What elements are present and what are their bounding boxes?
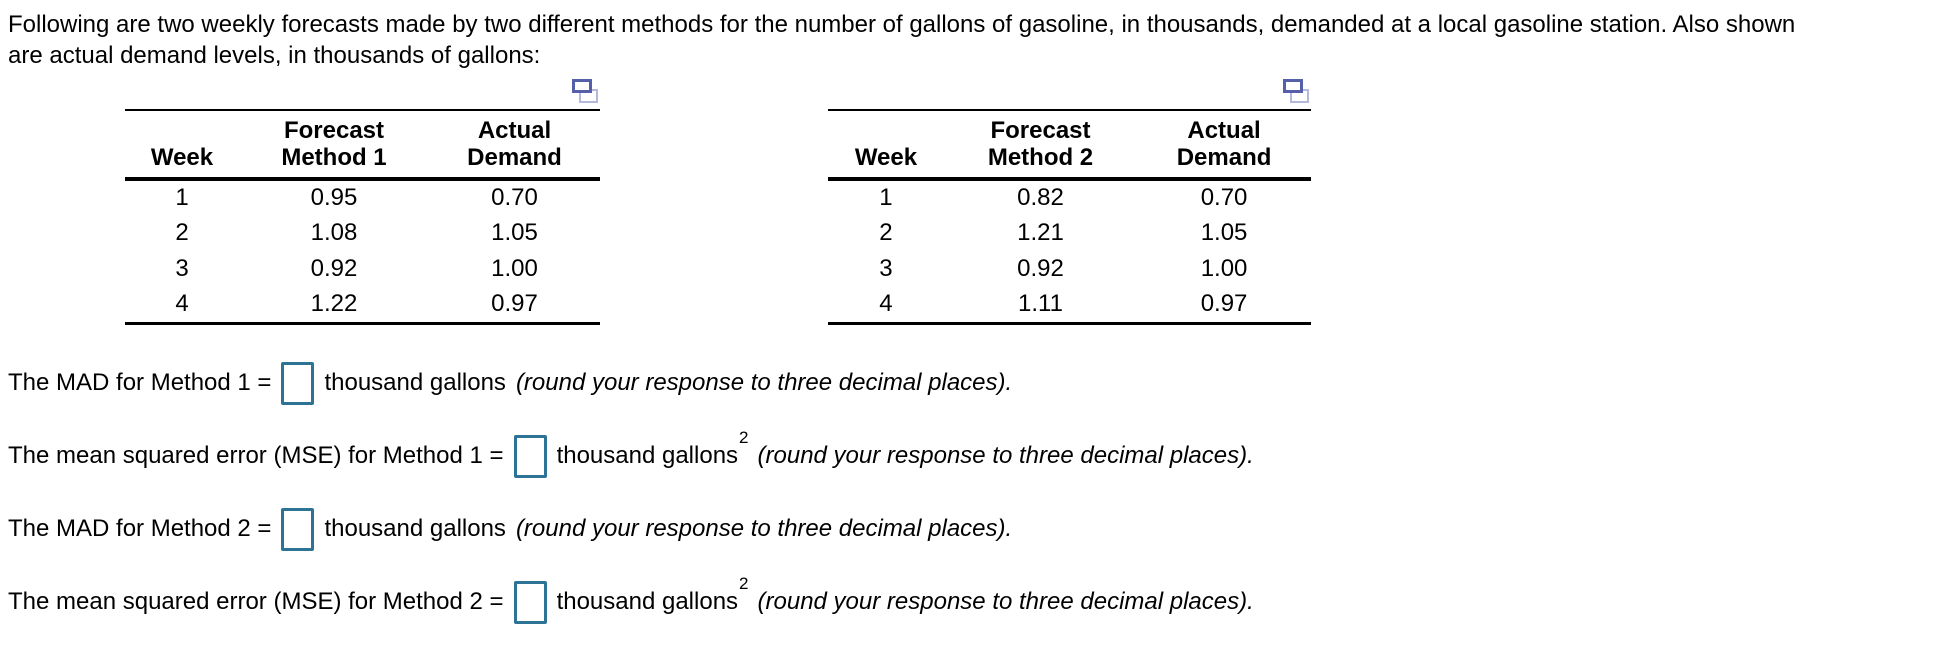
answer-section: The MAD for Method 1 = thousand gallons …	[8, 361, 1946, 624]
table-cell-week: 4	[828, 287, 944, 325]
table1-header-actual: Actual	[429, 109, 600, 144]
mad-method-1-input[interactable]	[281, 361, 315, 405]
table-row: 4 1.22 0.97	[125, 287, 600, 325]
question-note: (round your response to three decimal pl…	[757, 588, 1254, 615]
popout-table-icon[interactable]	[1283, 79, 1309, 103]
question-note: (round your response to three decimal pl…	[515, 369, 1013, 396]
table-cell-actual: 0.97	[1137, 287, 1311, 325]
question-unit: thousand gallons2	[556, 574, 749, 615]
table-cell-forecast: 0.92	[310, 255, 358, 282]
table-cell-week: 1	[175, 184, 189, 211]
table1-header-row-1: Forecast Actual	[125, 109, 600, 144]
table1-header-forecast: Forecast	[239, 109, 429, 144]
table2-header-blank	[828, 109, 944, 144]
mse-method-1-input[interactable]	[513, 434, 547, 478]
question-unit: thousand gallons2	[556, 428, 749, 469]
question-line-mad-method-1: The MAD for Method 1 = thousand gallons …	[8, 361, 1946, 405]
table-cell-forecast: 0.92	[1017, 255, 1064, 282]
question-intro: Following are two weekly forecasts made …	[8, 9, 1946, 71]
unit-superscript: 2	[739, 574, 749, 593]
forecast-table-method-1: Forecast Actual Week Method 1 Demand 1 0…	[125, 79, 600, 325]
table1-icon-row	[125, 79, 600, 103]
mse-method-2-input[interactable]	[513, 580, 547, 624]
table-cell-actual: 0.97	[429, 287, 600, 325]
method2-table: Forecast Actual Week Method 2 Demand 1 0…	[828, 109, 1311, 325]
table-cell-forecast: 1.11	[943, 287, 1138, 325]
popout-icon-front-rect	[572, 79, 592, 93]
intro-line-2: are actual demand levels, in thousands o…	[8, 42, 541, 69]
table2-header-week: Week	[828, 144, 944, 181]
table2-header-row-1: Forecast Actual	[828, 109, 1311, 144]
table-row: 2 1.21 1.05	[828, 215, 1311, 251]
table-cell-actual: 1.05	[491, 219, 538, 246]
table-cell-forecast: 0.82	[1017, 184, 1064, 211]
popout-table-icon[interactable]	[572, 79, 598, 103]
table-cell-actual: 1.00	[1200, 255, 1248, 282]
table-cell-week: 2	[879, 219, 893, 246]
intro-line-1: Following are two weekly forecasts made …	[8, 11, 1796, 38]
question-line-mse-method-2: The mean squared error (MSE) for Method …	[8, 574, 1946, 624]
table2-header-forecast: Forecast	[943, 109, 1138, 144]
question-label: The mean squared error (MSE) for Method …	[8, 588, 504, 615]
table-cell-forecast: 0.95	[310, 184, 358, 211]
unit-superscript: 2	[739, 428, 749, 447]
question-label: The mean squared error (MSE) for Method …	[8, 442, 504, 469]
table2-header-demand: Demand	[1137, 144, 1311, 181]
question-note: (round your response to three decimal pl…	[515, 515, 1013, 542]
mad-method-2-input[interactable]	[281, 507, 315, 551]
table-row: 3 0.92 1.00	[828, 251, 1311, 287]
table2-header-method2: Method 2	[943, 144, 1138, 181]
table-cell-week: 4	[125, 287, 239, 325]
table1-header-week: Week	[125, 144, 239, 181]
question-unit: thousand gallons	[324, 515, 506, 542]
table-cell-week: 3	[879, 255, 893, 282]
question-unit: thousand gallons	[324, 369, 506, 396]
table1-header-row-2: Week Method 1 Demand	[125, 144, 600, 181]
table-cell-actual: 1.05	[1200, 219, 1248, 246]
question-label: The MAD for Method 2 =	[8, 515, 272, 542]
tables-row: Forecast Actual Week Method 1 Demand 1 0…	[125, 79, 1946, 325]
table2-icon-row	[828, 79, 1311, 103]
table1-header-demand: Demand	[429, 144, 600, 181]
table-cell-actual: 0.70	[1200, 184, 1248, 211]
table-row: 3 0.92 1.00	[125, 251, 600, 287]
popout-icon-front-rect	[1283, 79, 1303, 93]
table-row: 4 1.11 0.97	[828, 287, 1311, 325]
table-cell-actual: 1.00	[491, 255, 538, 282]
method1-table: Forecast Actual Week Method 1 Demand 1 0…	[125, 109, 600, 325]
question-line-mse-method-1: The mean squared error (MSE) for Method …	[8, 428, 1946, 478]
question-line-mad-method-2: The MAD for Method 2 = thousand gallons …	[8, 507, 1946, 551]
table-cell-forecast: 1.21	[1017, 219, 1064, 246]
table-cell-week: 2	[175, 219, 189, 246]
table-row: 1 0.95 0.70	[125, 179, 600, 215]
table-cell-actual: 0.70	[491, 184, 538, 211]
table2-header-row-2: Week Method 2 Demand	[828, 144, 1311, 181]
table1-header-method1: Method 1	[239, 144, 429, 181]
table-cell-week: 1	[879, 184, 893, 211]
table-cell-forecast: 1.08	[310, 219, 358, 246]
forecast-table-method-2: Forecast Actual Week Method 2 Demand 1 0…	[828, 79, 1311, 325]
table-row: 2 1.08 1.05	[125, 215, 600, 251]
table-cell-forecast: 1.22	[239, 287, 429, 325]
table-cell-week: 3	[175, 255, 189, 282]
table-row: 1 0.82 0.70	[828, 179, 1311, 215]
question-note: (round your response to three decimal pl…	[757, 442, 1254, 469]
table2-header-actual: Actual	[1137, 109, 1311, 144]
question-label: The MAD for Method 1 =	[8, 369, 272, 396]
table1-header-blank	[125, 109, 239, 144]
